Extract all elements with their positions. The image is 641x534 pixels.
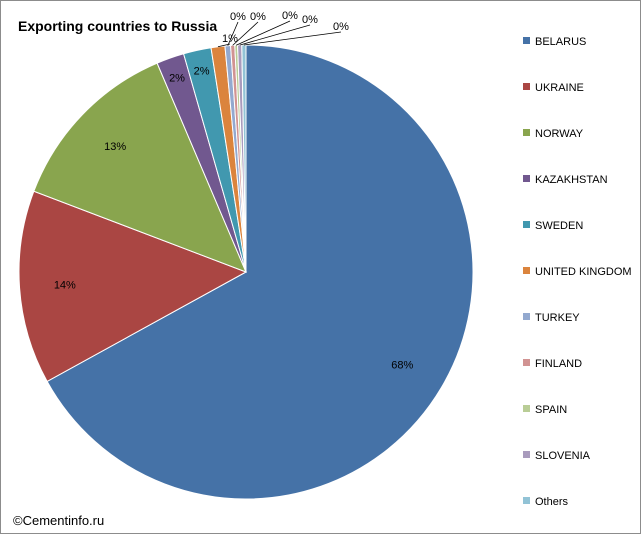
legend-swatch-belarus bbox=[523, 37, 530, 44]
legend-swatch-spain bbox=[523, 405, 530, 412]
data-label-united-kingdom: 1% bbox=[222, 33, 238, 45]
legend-swatch-ukraine bbox=[523, 83, 530, 90]
legend-swatch-norway bbox=[523, 129, 530, 136]
slice-ukraine bbox=[18, 190, 248, 383]
leader-line-finland bbox=[232, 21, 259, 46]
data-label-slovenia: 0% bbox=[302, 14, 318, 26]
legend-label-finland: FINLAND bbox=[535, 358, 582, 370]
slice-norway bbox=[33, 62, 247, 273]
leader-line-spain bbox=[236, 20, 291, 46]
legend-label-slovenia: SLOVENIA bbox=[535, 450, 591, 462]
legend-label-norway: NORWAY bbox=[535, 128, 584, 140]
leader-line-turkey bbox=[227, 21, 239, 46]
data-label-sweden: 2% bbox=[194, 65, 210, 77]
legend-label-united-kingdom: UNITED KINGDOM bbox=[535, 266, 632, 278]
data-label-ukraine: 14% bbox=[54, 280, 76, 292]
data-label-turkey: 0% bbox=[230, 11, 246, 23]
leader-line-others bbox=[243, 31, 342, 46]
legend: BELARUS UKRAINE NORWAY KAZAKHSTAN SWEDEN UNIT… bbox=[523, 36, 632, 508]
chart-title: Exporting countries to Russia bbox=[18, 18, 217, 34]
legend-label-ukraine: UKRAINE bbox=[535, 82, 584, 94]
legend-label-others: Others bbox=[535, 496, 569, 508]
slice-belarus bbox=[46, 44, 474, 500]
data-label-kazakhstan: 2% bbox=[169, 72, 185, 84]
legend-swatch-sweden bbox=[523, 221, 530, 228]
label-leader-lines bbox=[217, 20, 342, 48]
legend-swatch-finland bbox=[523, 359, 530, 366]
legend-swatch-kazakhstan bbox=[523, 175, 530, 182]
legend-swatch-turkey bbox=[523, 313, 530, 320]
legend-label-spain: SPAIN bbox=[535, 404, 567, 416]
legend-label-belarus: BELARUS bbox=[535, 36, 586, 48]
data-label-norway: 13% bbox=[104, 141, 126, 153]
legend-swatch-slovenia bbox=[523, 451, 530, 458]
credit-text: ©Cementinfo.ru bbox=[13, 513, 104, 528]
legend-swatch-united-kingdom bbox=[523, 267, 530, 274]
legend-swatch-others bbox=[523, 497, 530, 504]
pie-slices bbox=[18, 44, 474, 500]
data-labels: 68% 14% 13% 2% 2% 1% 0% 0% 0% 0% 0% bbox=[54, 10, 414, 371]
legend-label-turkey: TURKEY bbox=[535, 312, 580, 324]
legend-label-sweden: SWEDEN bbox=[535, 220, 583, 232]
data-label-spain: 0% bbox=[282, 10, 298, 22]
legend-label-kazakhstan: KAZAKHSTAN bbox=[535, 174, 608, 186]
data-label-finland: 0% bbox=[250, 11, 266, 23]
data-label-others: 0% bbox=[333, 21, 349, 33]
data-label-belarus: 68% bbox=[391, 359, 413, 371]
leader-line-slovenia bbox=[239, 24, 311, 46]
